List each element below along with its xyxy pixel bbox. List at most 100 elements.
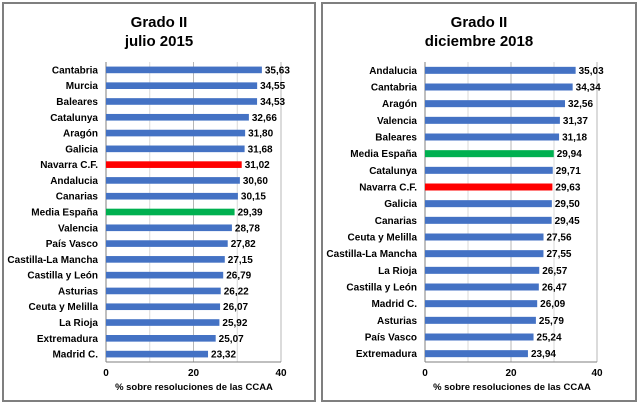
category-label: País Vasco [46,239,98,250]
bar [425,216,552,224]
value-label: 23,32 [211,350,236,361]
category-label: Catalunya [369,166,417,177]
bar [106,335,216,342]
value-label: 27,56 [547,233,572,244]
category-label: Galicia [65,144,98,155]
value-label: 32,66 [252,113,277,124]
bar-chart-diciembre-2018: Grado II diciembre 2018 % sobre resoluci… [326,14,604,393]
category-label: Castilla-La Mancha [326,249,417,260]
bar [106,82,258,89]
value-label: 29,94 [557,149,582,160]
value-label: 26,22 [224,286,249,297]
bar [425,316,536,324]
bar [106,319,220,326]
value-label: 26,09 [540,299,565,310]
value-label: 31,02 [245,160,270,171]
bar [106,271,224,279]
category-label: Cantabria [371,83,418,94]
value-label: 35,03 [579,66,604,77]
value-label: 31,80 [248,129,273,140]
chart-subtitle: julio 2015 [124,33,193,50]
bar [106,192,238,200]
value-label: 25,07 [219,334,244,345]
x-tick-label: 20 [505,368,517,379]
category-label: Media España [350,149,417,160]
category-label: Canarias [375,216,418,227]
bar [106,113,249,121]
category-label: Murcia [66,81,99,92]
x-tick-label: 40 [591,368,603,379]
category-label: Valencia [58,223,98,234]
value-label: 25,92 [222,318,247,329]
value-label: 27,55 [546,249,571,260]
value-label: 29,39 [238,208,263,219]
bar [425,183,553,191]
value-label: 34,53 [260,97,285,108]
value-label: 28,78 [235,223,260,234]
value-label: 31,37 [563,116,588,127]
bar [106,240,228,247]
value-label: 29,63 [555,183,580,194]
bar [106,66,262,74]
category-label: Andalucia [50,176,98,187]
value-label: 26,07 [223,302,248,313]
category-label: País Vasco [365,333,417,344]
x-tick-label: 20 [188,368,200,379]
category-label: Madrid C. [52,350,98,361]
category-label: La Rioja [59,318,98,329]
x-axis-label: % sobre resoluciones de las CCAA [115,382,273,393]
category-label: Castilla y León [346,283,417,294]
bar [425,300,538,308]
category-label: Navarra C.F. [40,160,98,171]
bar [425,283,539,291]
category-label: Extremadura [37,334,99,345]
x-tick-label: 0 [103,368,109,379]
category-label: Navarra C.F. [359,183,417,194]
value-label: 27,15 [228,255,253,266]
value-label: 29,50 [555,199,580,210]
value-label: 26,57 [542,266,567,277]
value-label: 29,71 [556,166,581,177]
value-label: 34,34 [576,83,601,94]
chart-panel-diciembre-2018: Grado II diciembre 2018 % sobre resoluci… [321,2,637,402]
bar [106,303,221,311]
bar [425,250,544,258]
category-label: Madrid C. [371,299,417,310]
bar [425,100,566,108]
category-label: Baleares [375,133,417,144]
value-label: 30,60 [243,176,268,187]
category-label: Castilla y León [27,271,98,282]
category-label: Aragón [382,99,417,110]
bar [425,116,560,124]
bar [106,287,221,295]
bar [425,350,528,358]
category-label: Catalunya [50,113,98,124]
value-label: 25,24 [537,333,562,344]
bar-chart-julio-2015: Grado II julio 2015 % sobre resoluciones… [7,14,290,393]
chart-title: Grado II [451,14,508,31]
value-label: 29,45 [555,216,580,227]
bar [425,83,573,91]
bar [106,208,235,216]
value-label: 31,68 [248,144,273,155]
category-label: Asturias [58,286,98,297]
category-label: Extremadura [356,349,418,360]
category-label: Castilla-La Mancha [7,255,98,266]
category-label: Valencia [377,116,417,127]
category-label: Ceuta y Melilla [348,233,418,244]
value-label: 23,94 [531,349,556,360]
category-label: Canarias [56,192,99,203]
category-label: Baleares [56,97,98,108]
bar [106,350,209,358]
bar [106,98,258,105]
category-label: La Rioja [378,266,417,277]
x-axis-label: % sobre resoluciones de las CCAA [433,382,591,393]
chart-panel-julio-2015: Grado II julio 2015 % sobre resoluciones… [2,2,316,402]
bar [425,150,554,158]
x-tick-label: 40 [275,368,287,379]
bar [425,200,552,208]
category-label: Galicia [384,199,417,210]
value-label: 26,47 [542,283,567,294]
category-label: Cantabria [52,65,99,76]
value-label: 30,15 [241,192,266,203]
